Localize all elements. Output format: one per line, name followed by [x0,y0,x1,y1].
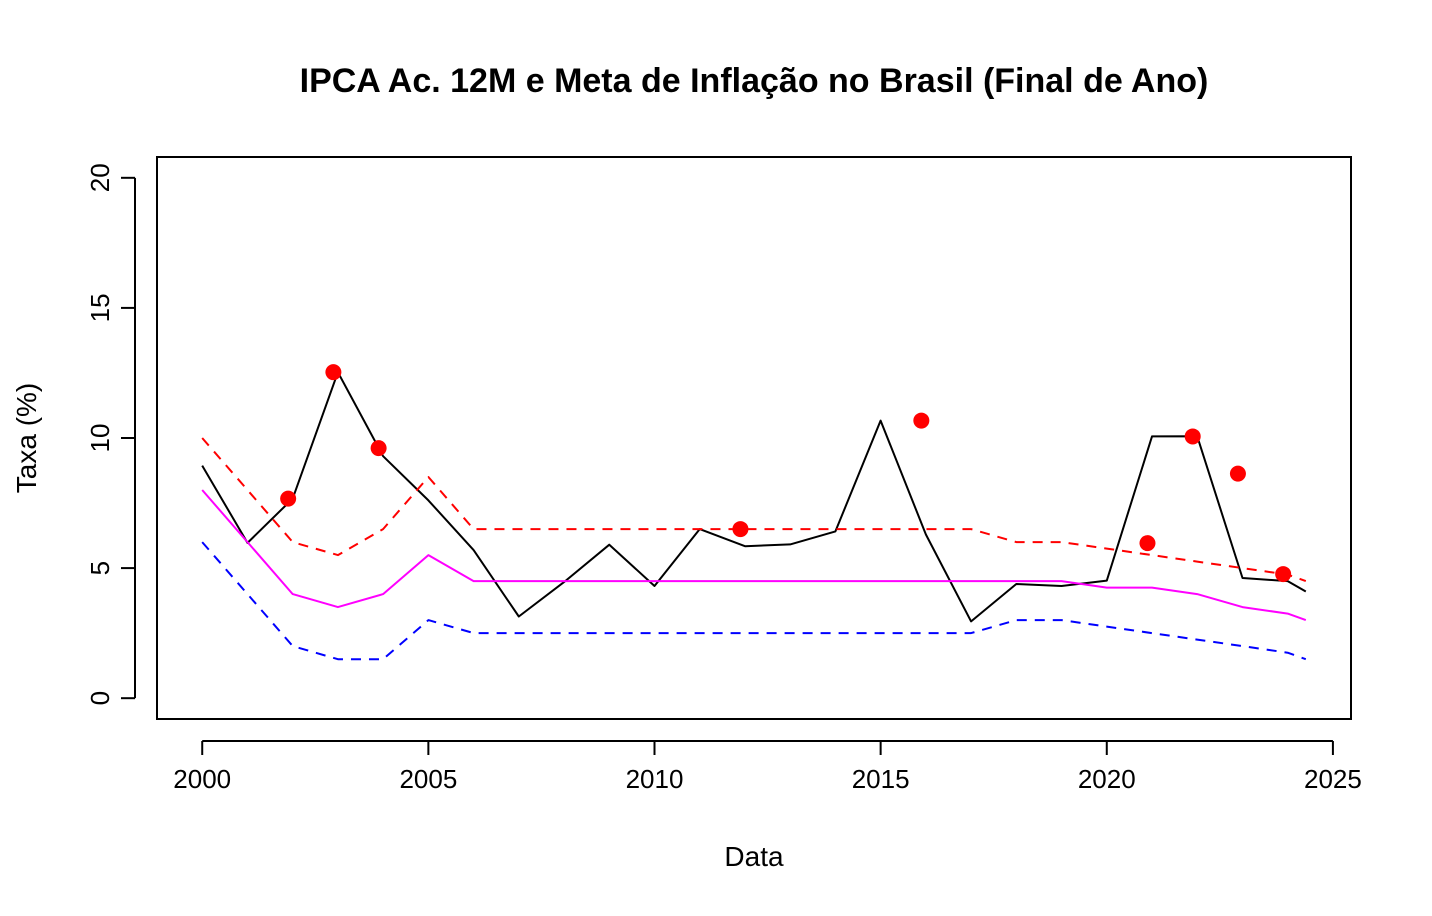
x-tick-label: 2000 [173,764,231,794]
x-tick-label: 2025 [1304,764,1362,794]
chart-title: IPCA Ac. 12M e Meta de Inflação no Brasi… [300,62,1209,100]
y-axis: 0 5 10 15 20 [85,163,136,705]
x-axis: 2000 2005 2010 2015 2020 2025 [173,740,1362,794]
series-line-0 [201,371,1307,623]
x-tick-label: 2020 [1078,764,1136,794]
data-point [370,440,387,457]
series-layer [201,371,1307,661]
x-tick-label: 2005 [399,764,457,794]
y-tick-label: 10 [85,424,115,453]
points-layer [280,364,1292,583]
series-line-2 [201,489,1307,622]
y-axis-label: Taxa (%) [11,383,42,493]
data-point [913,412,930,429]
series-line-3 [201,541,1307,661]
plot-frame [156,156,1352,720]
y-tick-label: 20 [85,163,115,192]
x-tick-label: 2010 [626,764,684,794]
y-tick-label: 5 [85,561,115,575]
data-point [1275,566,1292,583]
series-line-1 [201,437,1307,583]
data-point [1229,465,1246,482]
y-tick-label: 0 [85,691,115,705]
data-point [1139,535,1156,552]
data-point [732,521,749,538]
y-tick-label: 15 [85,293,115,322]
data-point [280,490,297,507]
x-tick-label: 2015 [852,764,910,794]
data-point [1184,428,1201,445]
data-point [325,364,342,381]
x-axis-label: Data [724,841,784,872]
